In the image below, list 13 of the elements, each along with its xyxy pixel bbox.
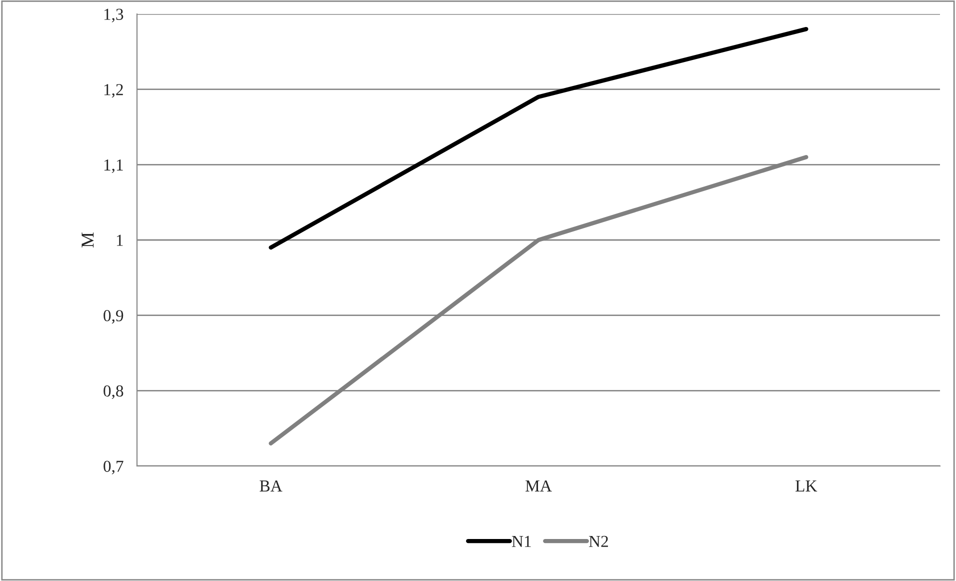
y-tick-label: 1,1	[104, 159, 123, 174]
x-tick-label: BA	[260, 480, 282, 492]
y-tick-label: 0,9	[104, 310, 124, 324]
x-tick-label: MA	[526, 480, 552, 492]
y-tick-label: 1,3	[104, 8, 124, 22]
y-tick-label: 0,7	[104, 460, 124, 474]
y-tick-label: 0,8	[104, 385, 124, 400]
legend-label: N1	[512, 536, 531, 547]
y-axis-title: M	[82, 232, 94, 248]
legend-label: N2	[588, 536, 608, 547]
y-tick-label: 1	[116, 234, 123, 246]
x-tick-label: LK	[796, 480, 818, 492]
y-tick-label: 1,2	[104, 84, 123, 98]
